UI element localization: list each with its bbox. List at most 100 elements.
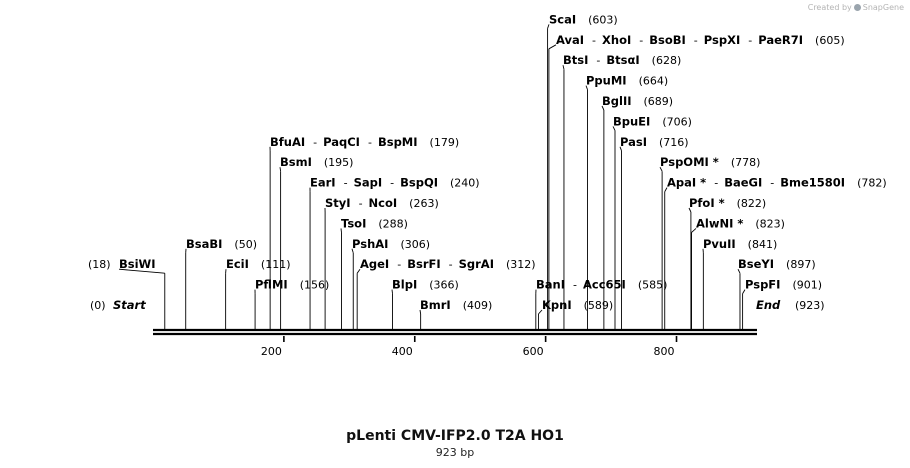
credit-text: Created by: [807, 3, 852, 12]
site-position: (823): [755, 217, 785, 230]
name-separator: -: [368, 136, 372, 149]
enzyme-name: PshAI: [352, 237, 388, 251]
site-position: (240): [450, 177, 480, 190]
enzyme-name: BlpI: [392, 278, 417, 292]
name-separator: -: [573, 279, 577, 292]
label-leader-line: [585, 85, 588, 90]
label-leader-line: [351, 248, 354, 253]
name-separator: -: [313, 136, 317, 149]
enzyme-site[interactable]: PfoI * (822): [688, 196, 766, 330]
sequence-backbone: [153, 328, 757, 336]
enzyme-site[interactable]: StyI - NcoI (263): [324, 196, 439, 330]
map-length: 923 bp: [435, 446, 475, 459]
enzyme-site[interactable]: KpnI (589): [537, 298, 613, 330]
site-position: (664): [639, 75, 669, 88]
enzyme-name: BtsαI: [606, 53, 639, 67]
name-separator: -: [714, 177, 718, 190]
enzyme-site[interactable]: PpuMI (664): [585, 74, 669, 330]
enzyme-name: PspOMI *: [660, 155, 719, 169]
enzyme-name: PaqCI: [323, 135, 360, 149]
site-label: BmrI (409): [420, 298, 492, 312]
enzyme-name: BspMI: [378, 135, 418, 149]
site-position: (179): [430, 136, 460, 149]
enzyme-site[interactable]: BglII (689): [601, 94, 673, 330]
label-leader-line: [356, 268, 361, 274]
site-position: (288): [378, 217, 408, 230]
site-position: (706): [662, 115, 692, 128]
site-label: PspFI (901): [745, 278, 822, 292]
site-label: StyI - NcoI (263): [325, 196, 439, 210]
enzyme-name: PspFI: [745, 278, 780, 292]
credit-badge: Created by SnapGene: [808, 3, 904, 12]
enzyme-name: KpnI: [542, 298, 572, 312]
enzyme-name: PspXI: [704, 33, 740, 47]
enzyme-name: ApaI *: [667, 176, 706, 190]
site-label: EciI (111): [226, 257, 291, 271]
enzyme-name: NcoI: [369, 196, 398, 210]
name-separator: -: [694, 34, 698, 47]
enzyme-site[interactable]: BtsI - BtsαI (628): [562, 53, 681, 330]
enzyme-site[interactable]: AgeI - BsrFI - SgrAI (312): [356, 257, 536, 330]
site-label: BfuAI - PaqCI - BspMI (179): [270, 135, 459, 149]
enzyme-name: EciI: [226, 257, 249, 271]
enzyme-name: PvuII: [703, 237, 736, 251]
enzyme-site[interactable]: PflMI (156): [254, 278, 329, 330]
enzyme-site[interactable]: (18) BsiWI: [88, 257, 166, 330]
name-separator: -: [344, 177, 348, 190]
site-position: (605): [815, 34, 845, 47]
enzyme-site[interactable]: ScaI (603): [547, 12, 618, 330]
enzyme-site[interactable]: BsaBI (50): [185, 237, 257, 330]
enzyme-site[interactable]: AlwNI * (823): [691, 216, 785, 330]
enzyme-site[interactable]: BfuAI - PaqCI - BspMI (179): [269, 135, 459, 330]
site-position: (18): [88, 258, 111, 271]
enzyme-name: BsiWI: [119, 257, 156, 271]
site-position: (312): [506, 258, 536, 271]
site-label: BsmI (195): [280, 155, 353, 169]
enzyme-site[interactable]: PvuII (841): [702, 237, 778, 330]
site-position: (195): [324, 156, 354, 169]
site-position: (841): [748, 238, 778, 251]
label-leader-line: [664, 187, 668, 192]
enzyme-name: BglII: [602, 94, 632, 108]
site-label: PflMI (156): [255, 278, 329, 292]
name-separator: -: [449, 258, 453, 271]
enzyme-name: BsoBI: [649, 33, 686, 47]
site-label: KpnI (589): [542, 298, 613, 312]
enzyme-site[interactable]: PspOMI * (778): [659, 155, 760, 330]
enzyme-name: StyI: [325, 196, 351, 210]
enzyme-site[interactable]: PshAI (306): [351, 237, 430, 330]
enzyme-site[interactable]: TsoI (288): [340, 216, 408, 330]
enzyme-site[interactable]: BmrI (409): [419, 298, 492, 330]
enzyme-name: BanI: [536, 278, 565, 292]
enzyme-site[interactable]: EarI - SapI - BspQI (240): [309, 176, 480, 330]
name-separator: -: [639, 34, 643, 47]
enzyme-site[interactable]: PasI (716): [619, 135, 689, 330]
enzyme-site[interactable]: BlpI (366): [391, 278, 459, 330]
site-label: PasI (716): [620, 135, 689, 149]
site-label: AlwNI * (823): [696, 216, 785, 230]
enzyme-name: EarI: [310, 176, 336, 190]
enzyme-site[interactable]: ApaI * - BaeGI - Bme1580I (782): [664, 176, 887, 330]
enzyme-site[interactable]: BpuEI (706): [612, 114, 692, 330]
enzyme-site[interactable]: EciI (111): [225, 257, 291, 330]
label-leader-line: [547, 24, 550, 29]
site-position: (263): [409, 197, 439, 210]
enzyme-site[interactable]: BsmI (195): [279, 155, 353, 330]
enzyme-name: SapI: [354, 176, 383, 190]
enzyme-site[interactable]: PspFI (901): [742, 278, 822, 330]
label-leader-line: [659, 166, 663, 172]
enzyme-name: PpuMI: [586, 74, 627, 88]
site-label: BpuEI (706): [613, 114, 692, 128]
label-leader-line: [688, 207, 692, 213]
scale-ticks: 200 400 600 800: [261, 336, 678, 358]
scale-tick-label: 400: [392, 345, 413, 358]
start-label: Start: [113, 298, 146, 312]
enzyme-site[interactable]: BseYI (897): [737, 257, 816, 330]
enzyme-name: TsoI: [341, 216, 366, 230]
site-label: TsoI (288): [341, 216, 408, 230]
site-position: (306): [400, 238, 430, 251]
site-label: ScaI (603): [549, 12, 618, 26]
name-separator: -: [770, 177, 774, 190]
enzyme-site[interactable]: AvaI - XhoI - BsoBI - PspXI - PaeR7I (605): [548, 33, 845, 330]
